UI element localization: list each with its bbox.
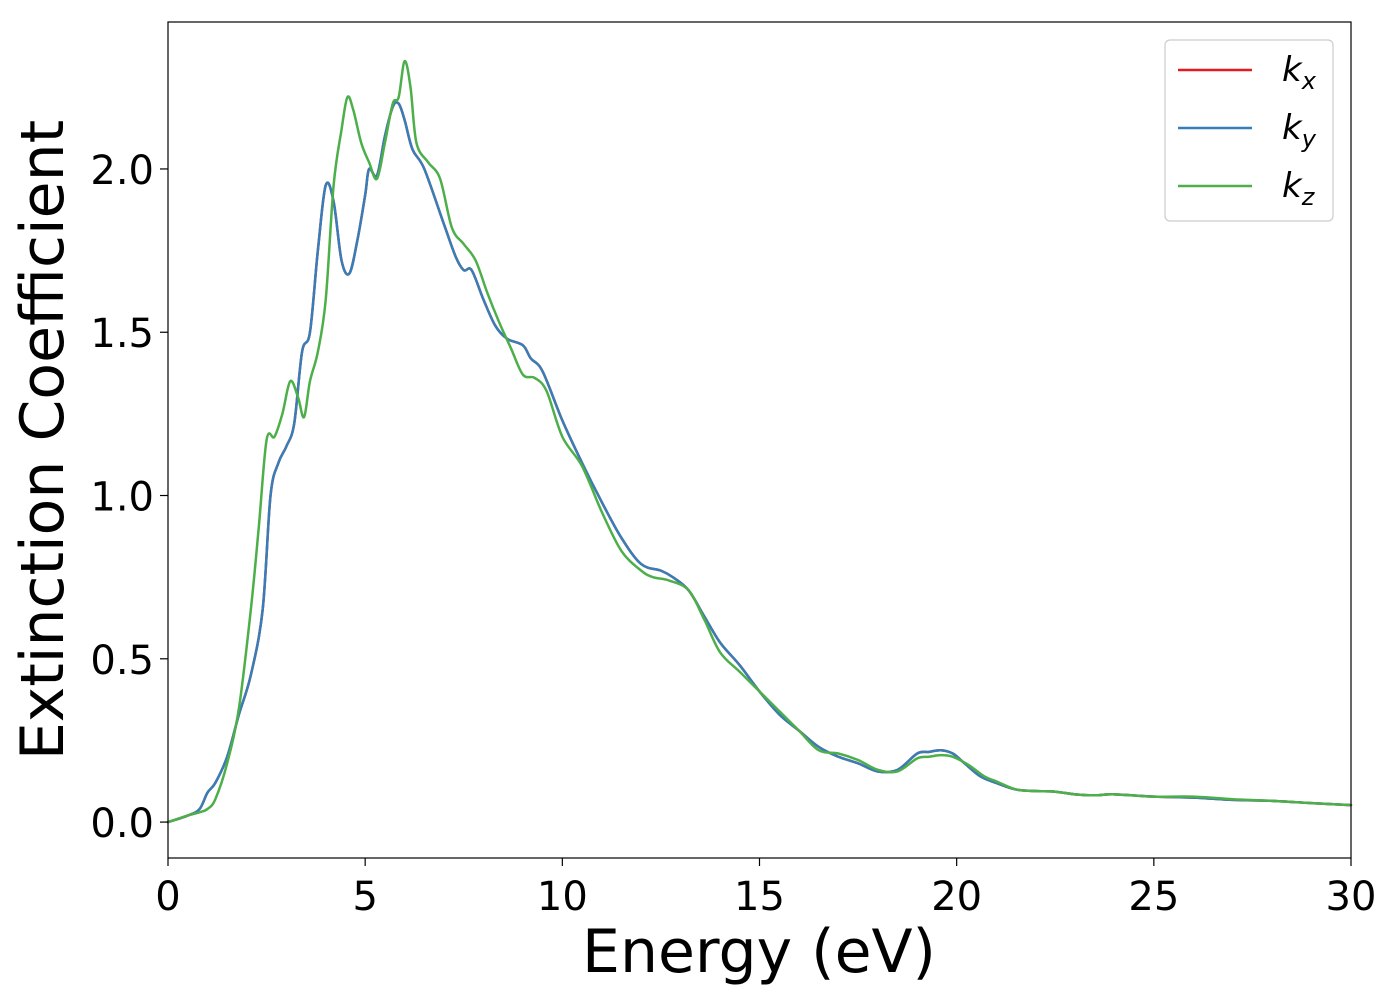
x-axis: 0 5 10 15 20 25 30 — [155, 858, 1376, 920]
y-tick-label: 2.0 — [90, 148, 154, 194]
y-tick-label: 0.5 — [90, 638, 154, 684]
legend: kx ky kz — [1164, 39, 1334, 222]
y-tick-label: 1.5 — [90, 311, 154, 357]
x-tick-label: 5 — [352, 874, 377, 920]
series-line-kz — [166, 59, 1353, 824]
y-axis: 0.0 0.5 1.0 1.5 2.0 — [90, 148, 168, 847]
x-tick-label: 15 — [734, 874, 785, 920]
series-line-ky — [166, 101, 1353, 824]
y-tick-label: 0.0 — [90, 801, 154, 847]
y-axis-title: Extinction Coefficient — [8, 120, 78, 760]
x-tick-label: 10 — [537, 874, 588, 920]
legend-entries: kx ky kz — [1178, 50, 1317, 211]
x-tick-label: 30 — [1326, 874, 1377, 920]
x-tick-label: 0 — [155, 874, 180, 920]
x-tick-label: 20 — [931, 874, 982, 920]
legend-label: kx — [1282, 50, 1317, 95]
legend-label: kz — [1282, 166, 1316, 211]
legend-box — [1164, 39, 1334, 222]
series-layer — [166, 59, 1353, 824]
y-tick-label: 1.0 — [90, 475, 154, 521]
x-tick-label: 25 — [1128, 874, 1179, 920]
x-axis-title: Energy (eV) — [582, 917, 936, 987]
legend-label: ky — [1282, 108, 1317, 153]
